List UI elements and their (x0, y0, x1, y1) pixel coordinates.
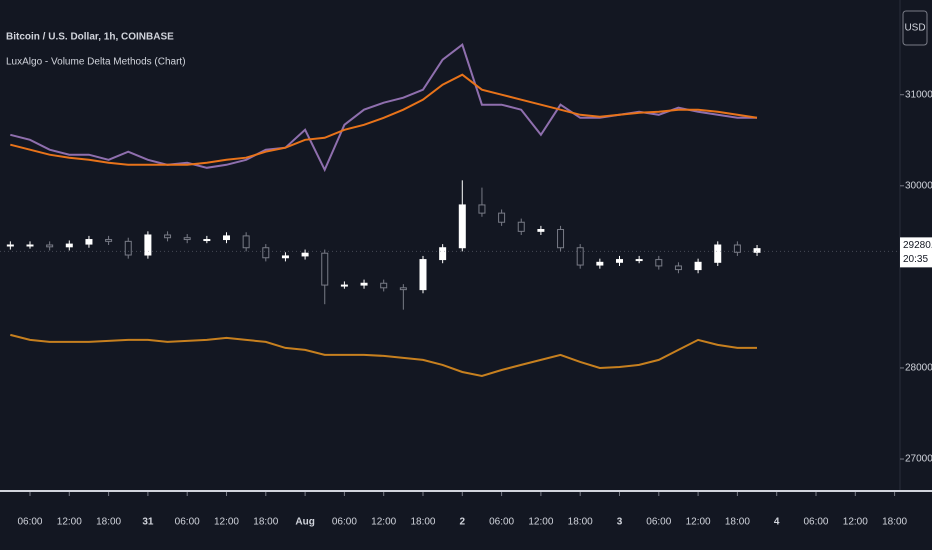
x-tick-label: 18:00 (725, 517, 750, 528)
x-tick-label: 3 (617, 517, 623, 528)
x-tick-label: 4 (774, 517, 780, 528)
candle-body (183, 237, 191, 241)
candle-body (222, 235, 230, 241)
x-tick-label: 06:00 (17, 517, 42, 528)
x-tick-label: 18:00 (410, 517, 435, 528)
y-tick-label: 27000.00 (905, 454, 932, 465)
candle-body (360, 282, 368, 286)
candle-body (458, 204, 466, 249)
x-tick-label: 06:00 (489, 517, 514, 528)
candle-body (46, 244, 54, 248)
candle-body (615, 259, 623, 263)
candle-body (419, 259, 427, 291)
candle-body (85, 239, 93, 245)
candle-body (281, 255, 289, 259)
candle-body (164, 234, 172, 239)
last-price: 29280.20 (903, 240, 932, 251)
x-tick-label: 12:00 (214, 517, 239, 528)
candle-body (655, 259, 663, 267)
candle-body (321, 252, 329, 286)
candle-body (340, 284, 348, 287)
x-tick-label: 06:00 (332, 517, 357, 528)
x-tick-label: 12:00 (686, 517, 711, 528)
candle-body (399, 287, 407, 291)
x-tick-label: Aug (295, 517, 314, 528)
x-tick-label: 18:00 (882, 517, 907, 528)
candle-body (65, 243, 73, 248)
x-tick-label: 12:00 (528, 517, 553, 528)
currency-button[interactable] (902, 10, 928, 46)
x-tick-label: 18:00 (568, 517, 593, 528)
candle-body (635, 259, 643, 262)
candle-body (380, 282, 388, 289)
x-tick-label: 12:00 (371, 517, 396, 528)
x-tick-label: 06:00 (646, 517, 671, 528)
indicator-line (10, 73, 758, 166)
candle-body (242, 235, 250, 249)
candle-body (144, 234, 152, 256)
candle-body (596, 261, 604, 266)
countdown: 20:35 (903, 254, 928, 265)
y-tick-label: 30000.00 (905, 180, 932, 191)
candle-body (262, 247, 270, 259)
candle-body (124, 240, 132, 256)
candle-body (557, 229, 565, 249)
candle-body (478, 204, 486, 214)
x-tick-label: 18:00 (253, 517, 278, 528)
x-tick-label: 12:00 (57, 517, 82, 528)
x-tick-label: 12:00 (843, 517, 868, 528)
candle-body (301, 252, 309, 257)
x-tick-label: 06:00 (175, 517, 200, 528)
candle-body (674, 265, 682, 271)
candle-body (517, 221, 525, 232)
candle-body (753, 248, 761, 253)
candle-body (6, 244, 14, 247)
candle-body (537, 229, 545, 232)
last-price-box (900, 237, 932, 268)
candle-body (203, 239, 211, 242)
candle-body (733, 244, 741, 253)
x-tick-label: 2 (460, 517, 466, 528)
indicator-name: LuxAlgo - Volume Delta Methods (Chart) (6, 57, 186, 68)
currency[interactable]: USD (904, 23, 925, 34)
candle-body (26, 244, 34, 247)
candle-body (439, 247, 447, 261)
x-tick-label: 31 (142, 517, 154, 528)
candle-body (694, 261, 702, 271)
y-tick-label: 31000.00 (905, 89, 932, 100)
indicator-line (10, 333, 757, 378)
candle-body (576, 247, 584, 266)
x-tick-label: 06:00 (803, 517, 828, 528)
chart-title: Bitcoin / U.S. Dollar, 1h, COINBASE (6, 32, 174, 43)
y-tick-label: 28000.00 (905, 363, 932, 374)
candle-body (105, 239, 113, 242)
candle-body (714, 244, 722, 263)
x-tick-label: 18:00 (96, 517, 121, 528)
candle-body (498, 212, 506, 223)
